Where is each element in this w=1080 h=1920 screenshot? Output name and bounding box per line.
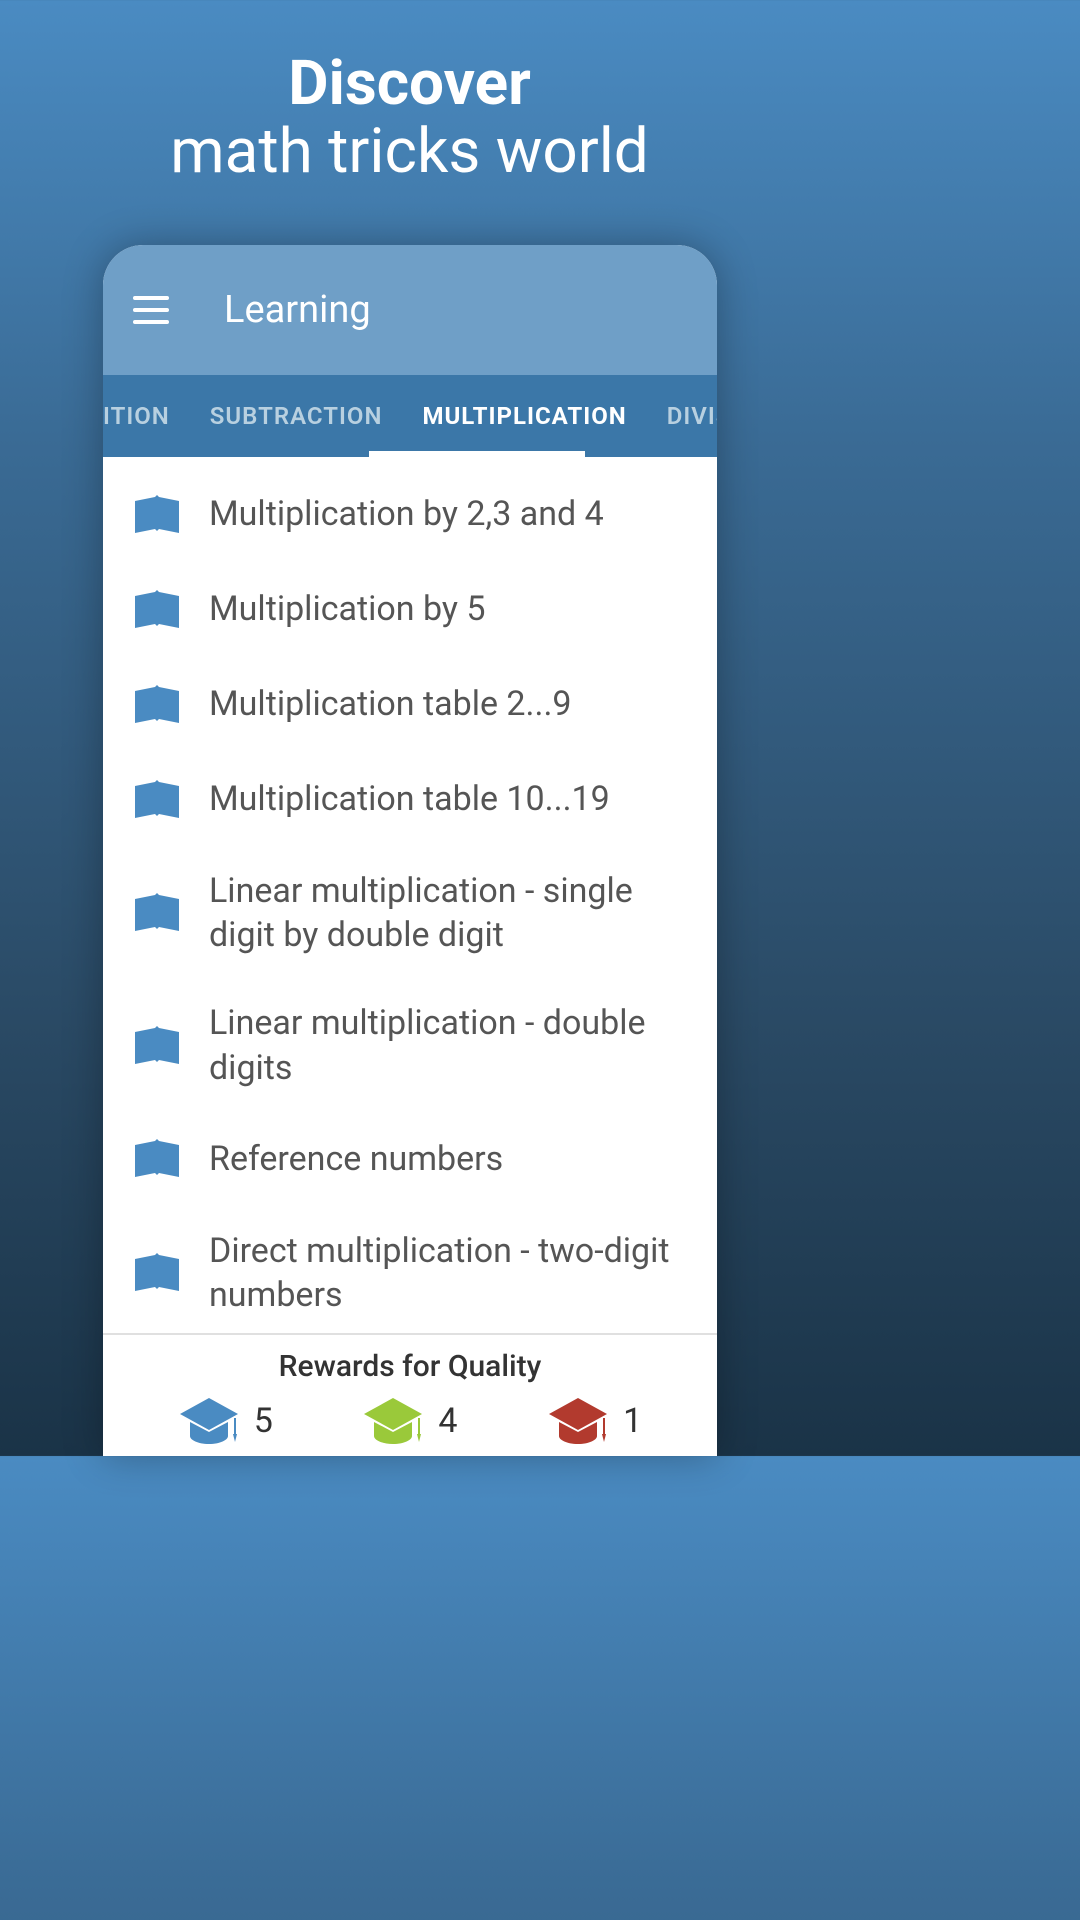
promo-header: Discover math tricks world <box>0 0 819 186</box>
rewards-title: Rewards for Quality <box>103 1349 717 1384</box>
book-icon <box>133 685 181 725</box>
phone-frame: Learning ITION SUBTRACTION MULTIPLICATIO… <box>103 245 717 1456</box>
tab-indicator <box>369 451 585 457</box>
tab-addition[interactable]: ITION <box>103 375 190 457</box>
lesson-label: Linear multiplication - single digit by … <box>209 869 687 957</box>
lesson-label: Reference numbers <box>209 1137 503 1181</box>
rewards-section: Rewards for Quality 5 4 1 <box>103 1333 717 1456</box>
lesson-item[interactable]: Multiplication by 5 <box>103 562 717 657</box>
app-bar: Learning <box>103 245 717 375</box>
lesson-label: Multiplication table 10...19 <box>209 777 610 821</box>
lesson-item[interactable]: Linear multiplication - double digits <box>103 979 717 1111</box>
reward-item-green: 4 <box>362 1396 457 1446</box>
reward-item-blue: 5 <box>178 1396 273 1446</box>
lesson-label: Direct multiplication - two-digit number… <box>209 1229 687 1317</box>
book-icon <box>133 1253 181 1293</box>
lesson-label: Multiplication by 5 <box>209 587 486 631</box>
book-icon <box>133 1139 181 1179</box>
lesson-item[interactable]: Multiplication table 2...9 <box>103 657 717 752</box>
tab-multiplication[interactable]: MULTIPLICATION <box>402 375 646 457</box>
hamburger-menu-icon[interactable] <box>133 296 169 324</box>
lesson-item[interactable]: Direct multiplication - two-digit number… <box>103 1207 717 1339</box>
graduation-cap-icon <box>178 1396 240 1446</box>
lesson-label: Multiplication by 2,3 and 4 <box>209 492 604 536</box>
book-icon <box>133 893 181 933</box>
book-icon <box>133 780 181 820</box>
reward-count: 4 <box>438 1401 457 1441</box>
lesson-item[interactable]: Reference numbers <box>103 1112 717 1207</box>
book-icon <box>133 1026 181 1066</box>
lesson-label: Multiplication table 2...9 <box>209 682 572 726</box>
lesson-item[interactable]: Multiplication by 2,3 and 4 <box>103 467 717 562</box>
promo-line1: Discover <box>0 50 819 118</box>
graduation-cap-icon <box>362 1396 424 1446</box>
graduation-cap-icon <box>547 1396 609 1446</box>
book-icon <box>133 590 181 630</box>
lesson-list: Multiplication by 2,3 and 4 Multiplicati… <box>103 457 717 1339</box>
lesson-item[interactable]: Multiplication table 10...19 <box>103 752 717 847</box>
lesson-label: Linear multiplication - double digits <box>209 1001 687 1089</box>
promo-line2: math tricks world <box>0 118 819 186</box>
tab-bar: ITION SUBTRACTION MULTIPLICATION DIVISIO… <box>103 375 717 457</box>
lesson-item[interactable]: Linear multiplication - single digit by … <box>103 847 717 979</box>
book-icon <box>133 495 181 535</box>
reward-count: 1 <box>623 1401 642 1441</box>
rewards-row: 5 4 1 <box>103 1396 717 1446</box>
reward-count: 5 <box>254 1401 273 1441</box>
tab-division[interactable]: DIVISION <box>647 375 717 457</box>
app-title: Learning <box>224 288 371 332</box>
tab-subtraction[interactable]: SUBTRACTION <box>190 375 403 457</box>
reward-item-red: 1 <box>547 1396 642 1446</box>
